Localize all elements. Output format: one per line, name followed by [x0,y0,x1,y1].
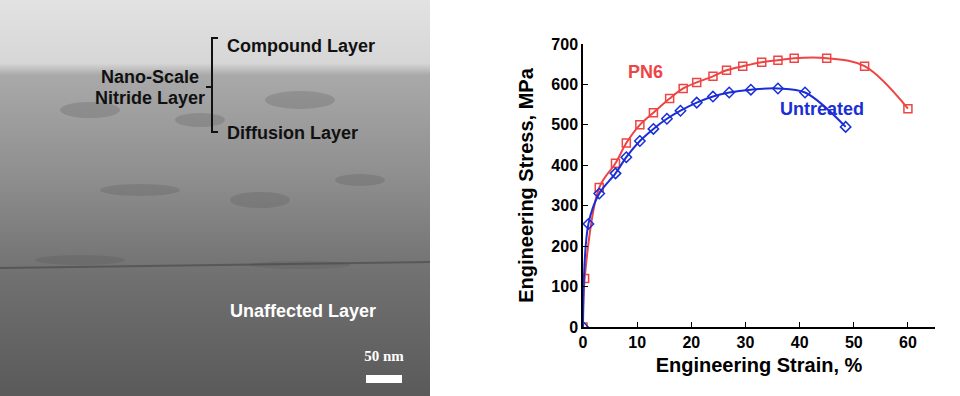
svg-text:40: 40 [791,334,809,351]
svg-text:PN6: PN6 [628,62,663,82]
svg-text:10: 10 [628,334,646,351]
svg-text:700: 700 [551,36,578,53]
svg-text:50 nm: 50 nm [364,348,404,364]
svg-text:50: 50 [845,334,863,351]
svg-text:500: 500 [551,116,578,133]
svg-text:Diffusion Layer: Diffusion Layer [227,123,358,143]
svg-text:Engineering Strain, %: Engineering Strain, % [656,354,863,376]
svg-text:Untreated: Untreated [780,99,864,119]
svg-text:400: 400 [551,157,578,174]
svg-text:Nitride Layer: Nitride Layer [95,88,205,108]
svg-text:0: 0 [579,334,588,351]
svg-text:600: 600 [551,76,578,93]
svg-text:20: 20 [682,334,700,351]
svg-text:Unaffected Layer: Unaffected Layer [230,301,376,321]
svg-text:60: 60 [899,334,917,351]
svg-text:0: 0 [569,319,578,336]
svg-text:Compound Layer: Compound Layer [227,36,375,56]
svg-text:200: 200 [551,238,578,255]
svg-text:300: 300 [551,197,578,214]
svg-text:30: 30 [737,334,755,351]
svg-text:100: 100 [551,278,578,295]
svg-text:Engineering Stress, MPa: Engineering Stress, MPa [515,67,537,302]
svg-text:Nano-Scale: Nano-Scale [101,67,199,87]
